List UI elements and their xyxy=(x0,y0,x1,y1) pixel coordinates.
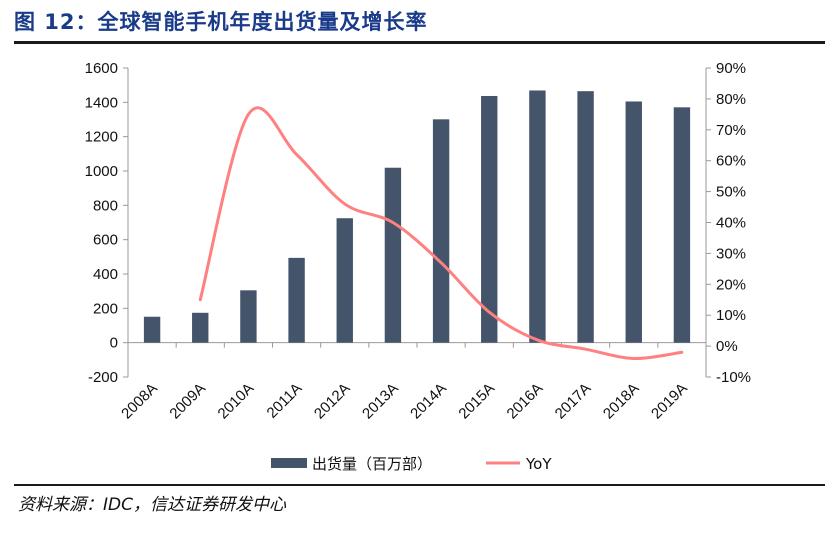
top-rule xyxy=(14,41,825,44)
left-tick-label: 600 xyxy=(93,232,118,249)
bar xyxy=(432,119,450,343)
right-tick-label: 50% xyxy=(716,184,746,201)
left-tick-label: 1400 xyxy=(85,94,118,111)
bar xyxy=(625,101,642,343)
bar xyxy=(192,312,209,343)
x-tick-label: 2014A xyxy=(407,380,450,423)
right-tick-label: 20% xyxy=(716,276,746,293)
bar xyxy=(529,90,546,343)
right-tick-label: 80% xyxy=(716,91,746,108)
right-tick-label: -10% xyxy=(716,369,751,386)
right-tick-label: 0% xyxy=(716,338,738,355)
bar xyxy=(673,107,691,343)
bar xyxy=(577,91,594,343)
left-tick-label: -200 xyxy=(88,369,118,386)
x-tick-label: 2019A xyxy=(648,380,691,423)
bar xyxy=(336,218,353,343)
bar xyxy=(481,95,498,343)
x-tick-label: 2012A xyxy=(311,380,354,423)
left-tick-label: 0 xyxy=(110,335,118,352)
left-axis: -200 0 200 400 600 800 1000 1200 1400 1600 xyxy=(85,60,129,386)
figure-title: 图 12：全球智能手机年度出货量及增长率 xyxy=(14,10,428,34)
bar xyxy=(240,290,257,343)
left-tick-label: 1600 xyxy=(85,60,118,77)
bar xyxy=(288,257,305,343)
left-tick-label: 800 xyxy=(93,197,118,214)
right-tick-label: 10% xyxy=(716,307,746,324)
left-tick-label: 1000 xyxy=(85,163,118,180)
legend-bar-swatch xyxy=(271,458,307,468)
right-tick-label: 40% xyxy=(716,215,746,232)
left-tick-label: 200 xyxy=(93,300,118,317)
right-tick-label: 60% xyxy=(716,153,746,170)
x-tick-label: 2010A xyxy=(215,380,258,423)
x-axis: 2008A 2009A 2010A 2011A 2012A 2013A 2014A 2015A… xyxy=(118,342,707,423)
bar-series xyxy=(143,90,691,343)
right-tick-label: 70% xyxy=(716,122,746,139)
line-series xyxy=(198,106,684,360)
right-tick-label: 30% xyxy=(716,245,746,262)
left-tick-label: 1200 xyxy=(85,129,118,146)
left-tick-label: 400 xyxy=(93,266,118,283)
bar xyxy=(143,316,161,343)
x-tick-label: 2011A xyxy=(264,380,306,422)
x-tick-label: 2013A xyxy=(359,380,402,423)
legend-bar-label: 出货量（百万部） xyxy=(312,455,432,473)
x-tick-label: 2017A xyxy=(552,380,595,423)
bar xyxy=(384,167,402,343)
bottom-rule xyxy=(14,484,825,486)
right-axis: -10% 0% 10% 20% 30% 40% 50% 60% 70% 80% 90% xyxy=(705,60,751,386)
legend-line-label: YoY xyxy=(525,455,552,473)
x-tick-label: 2016A xyxy=(504,380,547,423)
source-note: 资料来源：IDC，信达证券研发中心 xyxy=(18,495,286,515)
x-tick-label: 2009A xyxy=(166,380,209,423)
yoy-line xyxy=(198,106,684,360)
x-tick-label: 2018A xyxy=(600,380,643,423)
x-tick-label: 2008A xyxy=(118,380,161,423)
x-tick-label: 2015A xyxy=(455,380,498,423)
legend: 出货量（百万部） YoY xyxy=(271,455,552,473)
right-tick-label: 90% xyxy=(716,60,746,77)
